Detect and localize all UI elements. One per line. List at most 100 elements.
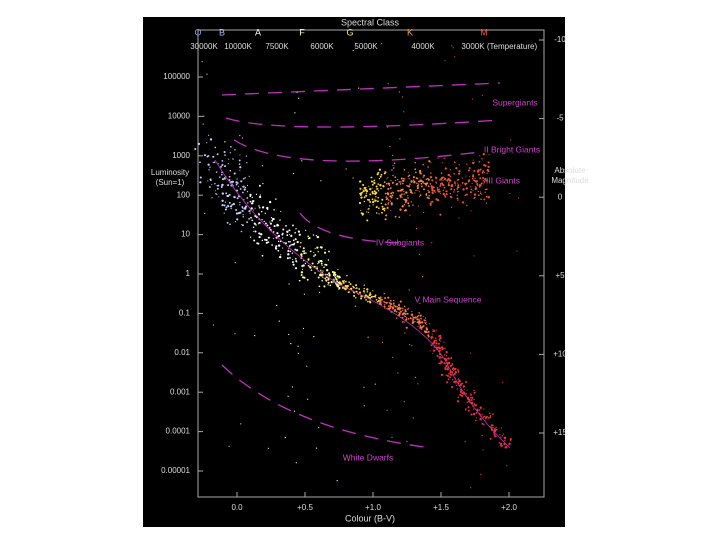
star [444,354,446,356]
star [343,281,345,284]
star [220,186,223,188]
star [248,218,250,220]
star [437,190,440,193]
star [439,213,442,216]
star [455,167,458,170]
star [480,198,482,200]
star [391,169,393,171]
star [239,201,241,204]
star [364,297,366,299]
star [409,183,411,185]
star [443,157,445,160]
star [433,189,436,192]
star [489,416,492,419]
star [221,192,224,195]
star [401,196,403,198]
star [500,444,503,447]
star [262,183,264,185]
star [461,177,463,179]
star [509,439,512,442]
star [341,286,344,289]
star [246,161,248,164]
star [251,196,253,199]
star [411,318,413,320]
star [279,255,282,259]
star [334,273,337,276]
star [473,179,475,182]
star [375,196,377,198]
star [454,182,456,184]
star [300,274,303,276]
star [403,401,405,403]
star [321,264,323,266]
star [323,266,325,268]
star [385,182,388,185]
star [456,188,459,190]
star [287,395,289,397]
star [405,326,408,329]
star [471,98,473,100]
star [416,187,419,190]
star [418,321,421,324]
star [275,245,278,248]
star [344,284,347,288]
star [444,176,446,179]
star [290,343,292,345]
star [322,270,324,272]
star [236,178,238,180]
star [363,196,366,199]
star [457,182,459,184]
star [363,200,366,203]
star [371,183,374,186]
colour-tick: +2.0 [501,503,517,512]
star [399,138,401,140]
star [419,191,421,193]
star [355,287,358,289]
star [314,272,316,274]
star [479,169,481,171]
star [234,333,236,335]
star [481,419,483,421]
star [212,324,215,326]
temperature: 6000K [310,42,334,51]
star [371,200,375,204]
star [214,146,217,149]
star [314,253,317,256]
luminosity-tick: 10000 [168,112,191,121]
star [451,368,453,371]
star [228,445,230,447]
star [399,189,401,192]
star [292,263,295,266]
star [303,276,306,279]
star [228,175,231,178]
magnitude-tick: +5 [555,271,565,280]
star [459,384,462,386]
star [378,213,380,215]
star [221,183,224,187]
star [399,310,402,313]
star [261,254,264,257]
star [359,180,362,183]
star [326,269,329,272]
star [468,167,471,169]
star [277,240,280,243]
star [377,197,379,199]
star [493,435,496,437]
star [479,406,482,409]
star [390,180,392,182]
star [439,185,441,187]
star [454,184,457,186]
star [473,255,475,257]
star [398,181,401,183]
star [418,312,421,314]
star [222,163,224,165]
star [442,162,444,164]
star [197,142,201,146]
star [245,155,247,157]
star [419,171,422,174]
star [362,189,364,191]
star [435,182,438,184]
star [347,291,350,293]
star [378,178,381,180]
star [239,134,241,137]
